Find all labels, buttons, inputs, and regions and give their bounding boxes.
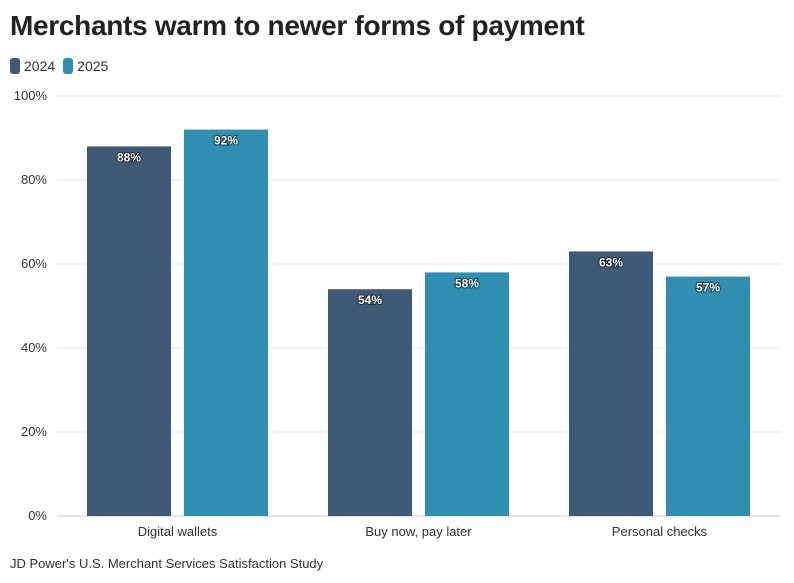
legend-item-2025: 2025 [63, 58, 108, 74]
data-label: 54% [358, 293, 382, 307]
legend-swatch-2025 [63, 58, 74, 74]
legend: 2024 2025 [10, 58, 108, 74]
y-tick-label: 100% [14, 88, 48, 103]
y-tick-label: 40% [21, 340, 47, 355]
data-label: 92% [214, 134, 238, 148]
x-category-label: Buy now, pay later [365, 524, 472, 539]
legend-label-2025: 2025 [77, 58, 109, 74]
data-label: 58% [455, 276, 479, 290]
bar [666, 276, 750, 516]
source-note: JD Power's U.S. Merchant Services Satisf… [10, 556, 324, 571]
bar [184, 129, 268, 516]
x-category-label: Personal checks [612, 524, 708, 539]
legend-label-2024: 2024 [24, 58, 56, 74]
y-tick-label: 60% [21, 256, 47, 271]
data-label: 88% [117, 150, 141, 164]
x-category-label: Digital wallets [138, 524, 218, 539]
y-tick-label: 80% [21, 172, 47, 187]
bar [87, 146, 171, 516]
legend-item-2024: 2024 [10, 58, 55, 74]
y-tick-label: 0% [28, 508, 47, 523]
bar [425, 272, 509, 516]
bar [328, 289, 412, 516]
data-label: 63% [599, 255, 623, 269]
data-label: 57% [696, 281, 720, 295]
bar [569, 251, 653, 516]
chart-title: Merchants warm to newer forms of payment [10, 10, 585, 41]
y-tick-label: 20% [21, 424, 47, 439]
legend-swatch-2024 [10, 58, 20, 74]
